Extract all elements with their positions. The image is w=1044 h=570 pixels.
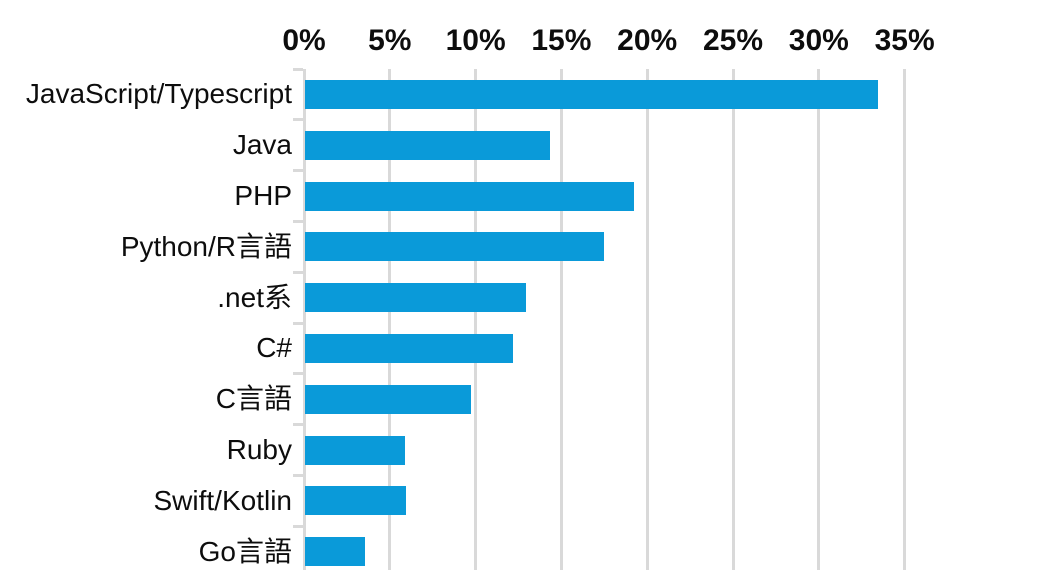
category-label: C言語 [215, 383, 292, 415]
gridline [903, 69, 907, 570]
category-label: JavaScript/Typescript [25, 78, 292, 110]
gridline [474, 69, 478, 570]
category-label: Swift/Kotlin [153, 484, 293, 516]
bar [305, 283, 527, 313]
y-axis-tick [292, 423, 303, 427]
x-tick-label: 35% [874, 24, 935, 57]
y-axis-tick [292, 372, 303, 376]
gridline [388, 69, 392, 570]
gridline [302, 69, 306, 570]
gridline [645, 69, 649, 570]
bar [305, 486, 407, 516]
x-tick-label: 10% [445, 24, 506, 57]
bar [305, 333, 513, 363]
bar [305, 181, 635, 211]
x-tick-label: 5% [368, 24, 412, 57]
category-label: .net系 [217, 281, 292, 313]
y-axis-tick [292, 270, 303, 274]
x-tick-label: 0% [282, 24, 326, 57]
y-axis-tick [292, 473, 303, 477]
bar [305, 232, 604, 262]
category-label: C# [256, 332, 292, 364]
bar [305, 435, 405, 465]
bar [305, 79, 879, 109]
y-axis-tick [292, 321, 303, 325]
y-axis-tick [292, 219, 303, 223]
category-label: PHP [234, 179, 292, 211]
x-tick-label: 15% [531, 24, 592, 57]
gridline [817, 69, 821, 570]
y-axis-tick [292, 524, 303, 528]
y-axis-tick [292, 118, 303, 122]
y-axis-tick [292, 67, 303, 71]
x-tick-label: 25% [702, 24, 764, 57]
gridline [559, 69, 563, 570]
gridline [731, 69, 735, 570]
category-label: Ruby [226, 433, 292, 465]
y-axis-tick [292, 169, 303, 173]
x-tick-label: 20% [617, 24, 678, 57]
category-label: Python/R言語 [120, 230, 292, 262]
bar [305, 130, 551, 160]
category-label: Go言語 [198, 535, 292, 567]
bar [305, 537, 366, 567]
category-label: Java [232, 129, 292, 161]
bar [305, 384, 472, 414]
x-tick-label: 30% [788, 24, 849, 57]
